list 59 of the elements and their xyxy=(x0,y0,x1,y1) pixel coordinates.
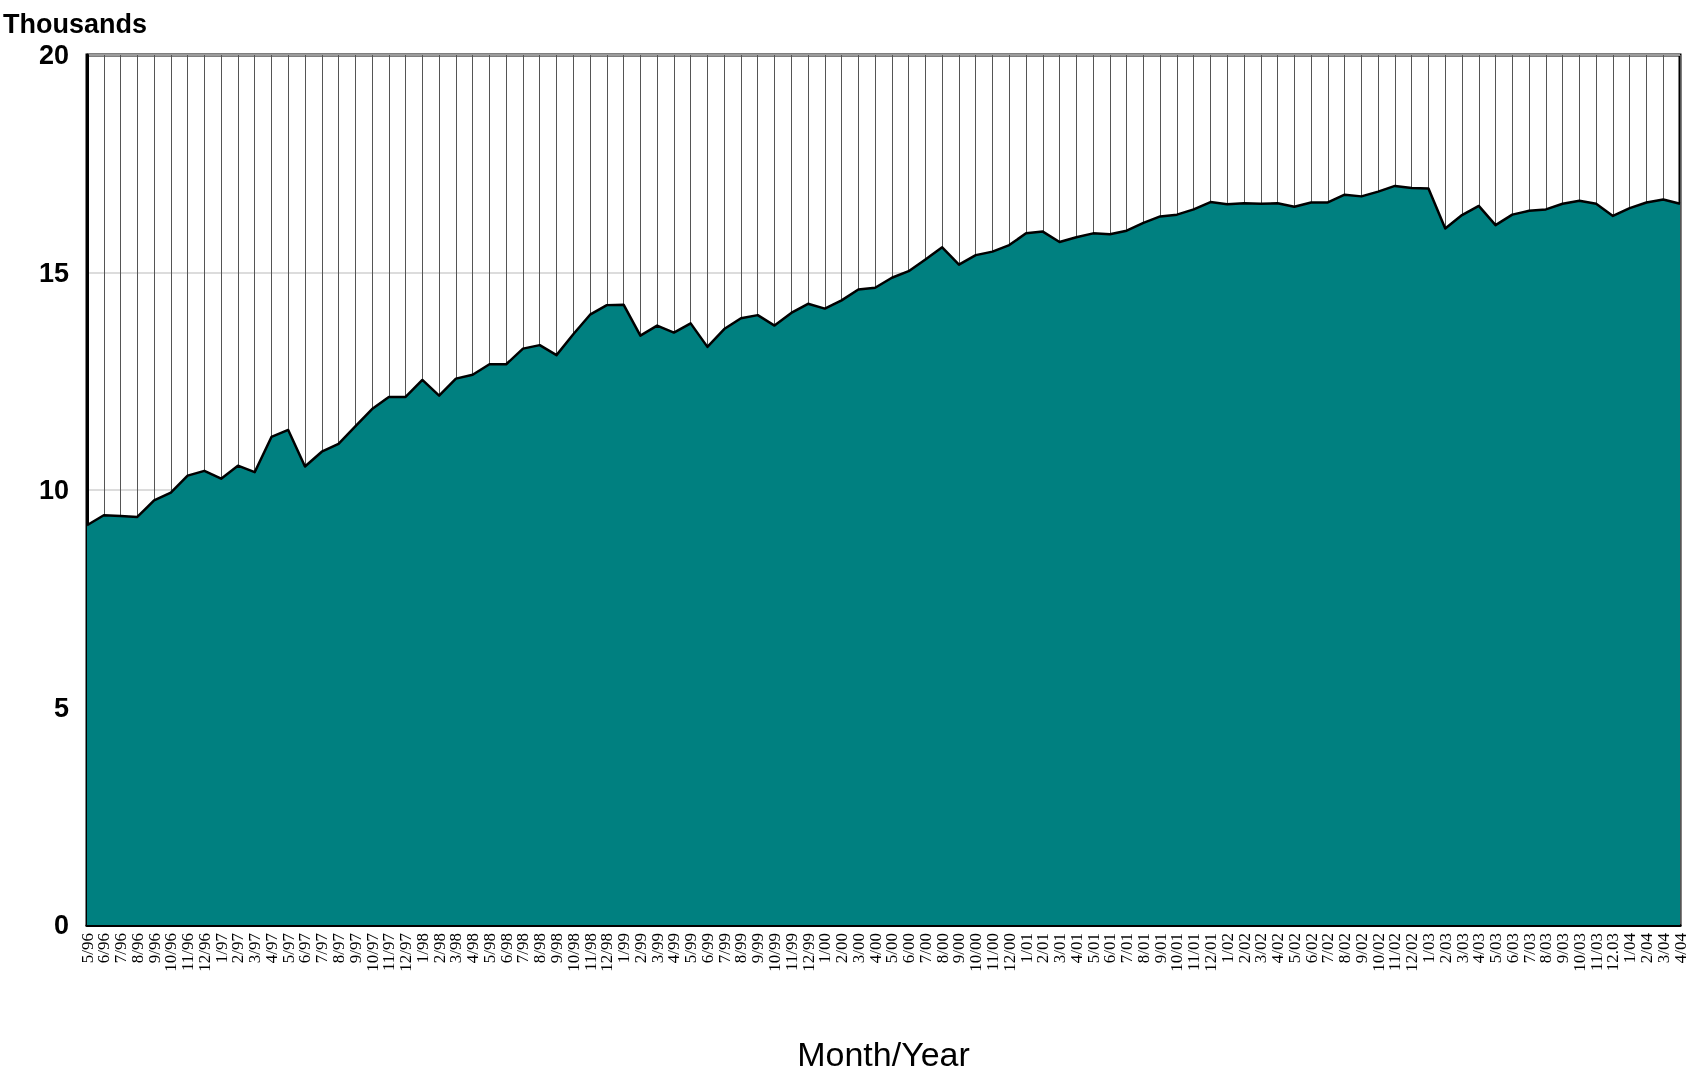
x-tick-label: 10/01 xyxy=(1167,933,1187,972)
x-tick-label: 2/97 xyxy=(228,932,248,964)
x-tick-label: 4/03 xyxy=(1469,933,1489,964)
x-tick-label: 12/00 xyxy=(999,933,1019,972)
x-tick-label: 7/02 xyxy=(1318,933,1338,964)
x-tick-label: 1/00 xyxy=(815,933,835,964)
x-tick-label: 1/01 xyxy=(1016,933,1036,964)
x-tick-label: 5/00 xyxy=(882,933,902,964)
x-tick-label: 3/02 xyxy=(1251,933,1271,964)
x-tick-label: 6/01 xyxy=(1100,933,1120,964)
x-tick-label: 3/04 xyxy=(1653,932,1673,964)
x-tick-label: 5/96 xyxy=(77,933,97,964)
x-tick-label: 12/98 xyxy=(597,933,617,972)
x-tick-label: 9/00 xyxy=(949,933,969,964)
x-tick-label: 2/01 xyxy=(1033,933,1053,964)
x-tick-label: 7/98 xyxy=(513,933,533,964)
x-tick-label: 3/98 xyxy=(446,933,466,964)
x-tick-label: 11/97 xyxy=(379,932,399,972)
y-tick-label: 15 xyxy=(38,257,69,288)
x-tick-label: 12.03 xyxy=(1603,933,1623,972)
y-axis-title: Thousands xyxy=(3,8,148,39)
y-tick-label: 0 xyxy=(53,910,69,940)
x-tick-label: 8/03 xyxy=(1536,933,1556,964)
x-tick-label: 8/00 xyxy=(932,933,952,964)
x-tick-label: 1/02 xyxy=(1217,933,1237,964)
x-tick-label: 6/02 xyxy=(1301,933,1321,964)
x-tick-label: 4/00 xyxy=(865,933,885,964)
x-tick-label: 7/99 xyxy=(714,933,734,964)
x-tick-label: 3/03 xyxy=(1452,933,1472,964)
x-tick-label: 6/98 xyxy=(496,933,516,964)
x-tick-label: 2/03 xyxy=(1435,933,1455,964)
x-tick-label: 10/96 xyxy=(161,933,181,972)
x-tick-label: 12/99 xyxy=(798,933,818,972)
x-tick-label: 8/98 xyxy=(530,933,550,964)
x-tick-label: 10/02 xyxy=(1368,933,1388,972)
x-tick-label: 2/98 xyxy=(429,933,449,964)
x-tick-label: 6/96 xyxy=(94,933,114,964)
x-tick-label: 9/01 xyxy=(1150,933,1170,964)
x-tick-label: 9/99 xyxy=(748,933,768,964)
x-tick-label: 4/99 xyxy=(664,933,684,964)
x-tick-label: 7/97 xyxy=(312,932,332,964)
x-tick-label: 2/02 xyxy=(1234,933,1254,964)
x-tick-label: 3/99 xyxy=(647,933,667,964)
x-tick-label: 11/03 xyxy=(1586,933,1606,972)
x-tick-label: 7/03 xyxy=(1519,933,1539,964)
x-tick-label: 5/97 xyxy=(278,932,298,964)
x-tick-label: 5/01 xyxy=(1083,933,1103,964)
y-tick-label: 5 xyxy=(53,692,69,723)
x-tick-label: 10/97 xyxy=(362,932,382,972)
x-tick-label: 11/02 xyxy=(1385,933,1405,972)
y-tick-label: 10 xyxy=(38,475,69,505)
x-tick-label: 6/97 xyxy=(295,932,315,964)
x-tick-label: 8/99 xyxy=(731,933,751,964)
y-tick-label: 20 xyxy=(38,40,69,70)
x-tick-label: 4/04 xyxy=(1670,932,1690,964)
x-tick-label: 1/97 xyxy=(211,932,231,964)
x-tick-label: 9/96 xyxy=(144,933,164,964)
x-tick-label: 11/98 xyxy=(580,933,600,972)
x-axis-title: Month/Year xyxy=(797,1035,970,1073)
